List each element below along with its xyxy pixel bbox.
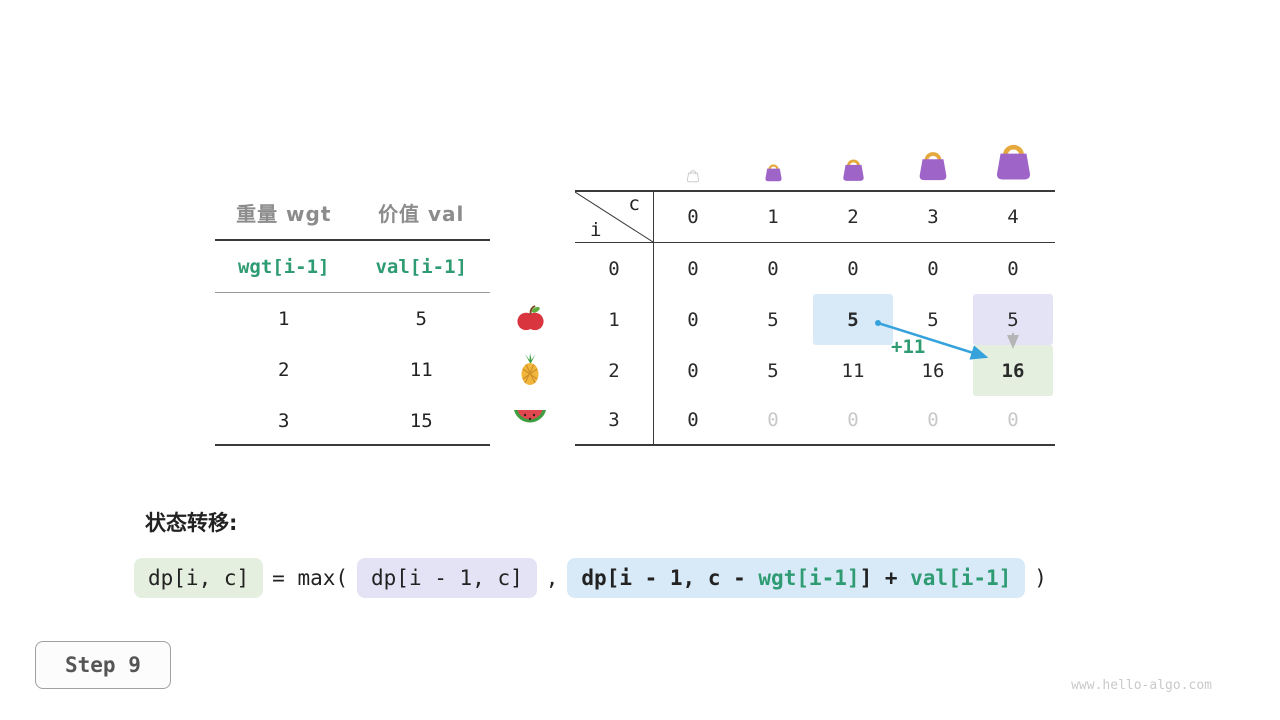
formula-close-paren: ) xyxy=(1034,566,1047,590)
pineapple-icon xyxy=(512,352,548,386)
dp-row-header: 3 xyxy=(608,409,620,431)
formula-take-wgt: wgt[i-1] xyxy=(758,566,860,590)
dp-col-header: 1 xyxy=(767,206,779,228)
bag-capacity-0-icon xyxy=(653,167,733,183)
apple-icon xyxy=(512,303,548,334)
value-column-header: 价值 val xyxy=(378,201,465,226)
formula-dp-current: dp[i, c] xyxy=(134,558,264,598)
state-transition-label: 状态转移: xyxy=(145,511,238,535)
dp-cell: 0 xyxy=(847,257,859,280)
formula-comma: , xyxy=(545,566,559,590)
dp-cell: 5 xyxy=(767,308,779,331)
items-table: 重量 wgt 价值 val wgt[i-1] val[i-1] 1 5 2 11… xyxy=(215,190,490,446)
dp-cell: 16 xyxy=(921,359,945,382)
item-value: 11 xyxy=(409,358,433,381)
dp-row-header: 0 xyxy=(608,257,620,280)
formula-dp-skip: dp[i - 1, c] xyxy=(357,558,537,598)
dp-cell: 0 xyxy=(1007,257,1019,280)
dp-cell: 0 xyxy=(847,409,859,431)
val-index-label: val[i-1] xyxy=(375,256,467,278)
divider xyxy=(215,239,490,241)
item-value: 15 xyxy=(409,409,433,432)
knapsack-capacity-icons xyxy=(575,125,1055,187)
bag-capacity-1-icon xyxy=(733,160,813,183)
dp-cell: 16 xyxy=(1001,359,1025,382)
dp-col-header: 3 xyxy=(927,206,939,228)
item-weight: 1 xyxy=(278,307,290,330)
state-transition-formula: dp[i, c] = max( dp[i - 1, c] , dp[i - 1,… xyxy=(134,558,1047,598)
dp-row-header: 2 xyxy=(608,359,620,382)
bag-capacity-4-icon xyxy=(973,136,1053,183)
weight-column-header: 重量 wgt xyxy=(236,201,332,226)
dp-table: c i 0 1 2 3 4 0 1 2 3 0 0 0 0 0 0 5 5 5 … xyxy=(575,190,1055,446)
dp-corner-cell: c i xyxy=(575,192,653,242)
dp-cell: 0 xyxy=(687,359,699,382)
dp-row-header: 1 xyxy=(608,308,620,331)
bag-capacity-3-icon xyxy=(893,145,973,183)
dp-cell: 0 xyxy=(687,257,699,280)
dp-cell: 0 xyxy=(927,257,939,280)
wgt-index-label: wgt[i-1] xyxy=(237,256,330,278)
divider xyxy=(653,190,654,446)
formula-take-prefix: dp[i - 1, c - xyxy=(581,566,759,590)
capacity-axis-label: c xyxy=(628,193,640,215)
dp-cell: 5 xyxy=(1007,308,1019,331)
divider xyxy=(575,190,1055,192)
item-weight: 3 xyxy=(278,409,290,432)
dp-cell: 0 xyxy=(767,257,779,280)
dp-cell: 0 xyxy=(687,308,699,331)
value-add-annotation: +11 xyxy=(891,336,926,358)
item-value: 5 xyxy=(415,307,427,330)
dp-col-header: 4 xyxy=(1007,206,1019,228)
dp-cell: 0 xyxy=(687,409,699,431)
dp-cell: 5 xyxy=(767,359,779,382)
divider xyxy=(215,444,490,446)
dp-cell: 0 xyxy=(767,409,779,431)
watermelon-icon xyxy=(512,406,548,432)
dp-col-header: 2 xyxy=(847,206,859,228)
bag-capacity-2-icon xyxy=(813,154,893,183)
item-axis-label: i xyxy=(590,219,602,241)
divider xyxy=(575,444,1055,446)
dp-cell: 11 xyxy=(841,359,865,382)
item-weight: 2 xyxy=(278,358,290,381)
step-indicator: Step 9 xyxy=(35,641,171,689)
formula-take-mid: ] + xyxy=(859,566,911,590)
formula-take-val: val[i-1] xyxy=(910,566,1012,590)
formula-dp-take: dp[i - 1, c - wgt[i-1]] + val[i-1] xyxy=(567,558,1026,598)
dp-cell: 5 xyxy=(927,308,939,331)
dp-cell: 0 xyxy=(1007,409,1019,431)
divider xyxy=(215,292,490,293)
formula-equals-max: = max( xyxy=(272,566,349,590)
divider xyxy=(575,242,1055,243)
dp-cell: 0 xyxy=(927,409,939,431)
dp-col-header: 0 xyxy=(687,206,699,228)
dp-cell: 5 xyxy=(847,308,859,331)
watermark: www.hello-algo.com xyxy=(1071,678,1212,693)
